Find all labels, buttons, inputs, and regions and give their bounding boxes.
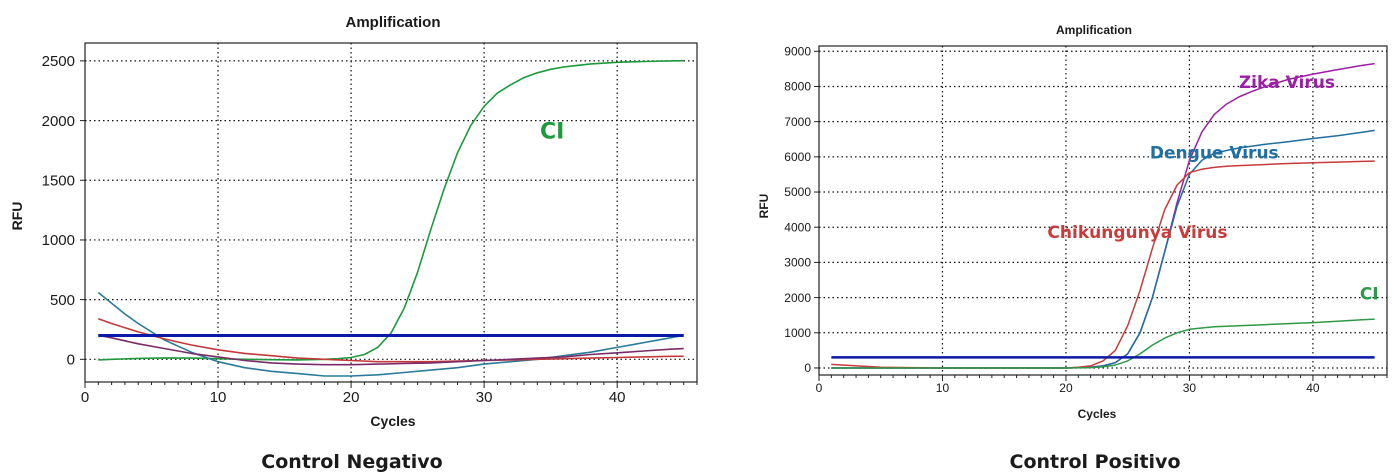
x-tick-label: 30 <box>476 389 493 406</box>
y-tick-label: 2000 <box>42 113 75 130</box>
x-tick-label: 40 <box>1306 381 1320 395</box>
series-annotation: Zika Virus <box>1239 73 1335 93</box>
y-tick-label: 9000 <box>784 44 811 58</box>
y-tick-label: 5000 <box>784 185 811 199</box>
y-tick-label: 2000 <box>784 291 811 305</box>
series-annotation: Chikungunya Virus <box>1047 223 1227 243</box>
plot-area <box>84 42 698 383</box>
x-axis-label: Cycles <box>1078 407 1117 421</box>
x-tick-label: 0 <box>816 381 823 395</box>
x-tick-label: 20 <box>343 389 360 406</box>
y-tick-label: 2500 <box>42 53 75 70</box>
x-tick-label: 0 <box>81 389 89 406</box>
chart-title: Amplification <box>1056 23 1132 37</box>
y-tick-label: 1000 <box>42 232 75 249</box>
x-tick-label: 30 <box>1183 381 1197 395</box>
y-tick-label: 3000 <box>784 256 811 270</box>
series-line-3 <box>98 317 684 363</box>
plot-area <box>818 45 1388 376</box>
series-annotation: CI <box>540 119 564 144</box>
chart-negative-control: Amplification Cycles RFU 0 10 20 30 40 0 500 10… <box>9 14 698 429</box>
chart-title: Amplification <box>345 14 440 31</box>
y-tick-label: 1500 <box>42 173 75 190</box>
y-tick-label: 1000 <box>784 326 811 340</box>
series-line-ci <box>831 318 1375 369</box>
y-axis-label: RFU <box>9 202 25 231</box>
series-line-4 <box>98 334 684 366</box>
caption-negative-control: Control Negativo <box>261 451 442 473</box>
y-axis-label: RFU <box>757 194 771 219</box>
caption-positive-control: Control Positivo <box>1010 451 1181 473</box>
series-annotation: Dengue Virus <box>1150 144 1279 164</box>
x-tick-label: 20 <box>1059 381 1073 395</box>
y-tick-label: 500 <box>50 292 75 309</box>
x-tick-label: 10 <box>210 389 227 406</box>
y-tick-label: 0 <box>804 361 811 375</box>
chart-positive-control: Amplification Cycles RFU 0 10 20 30 40 0 1000 2… <box>757 23 1388 421</box>
series-line-2 <box>97 291 684 377</box>
series-annotation: CI <box>1360 284 1379 304</box>
y-tick-label: 0 <box>67 352 75 369</box>
y-tick-label: 8000 <box>784 80 811 94</box>
x-axis-label: Cycles <box>370 413 415 429</box>
x-tick-label: 40 <box>609 389 626 406</box>
y-tick-label: 4000 <box>784 220 811 234</box>
y-tick-label: 7000 <box>784 115 811 129</box>
y-tick-label: 6000 <box>784 150 811 164</box>
x-tick-label: 10 <box>936 381 950 395</box>
